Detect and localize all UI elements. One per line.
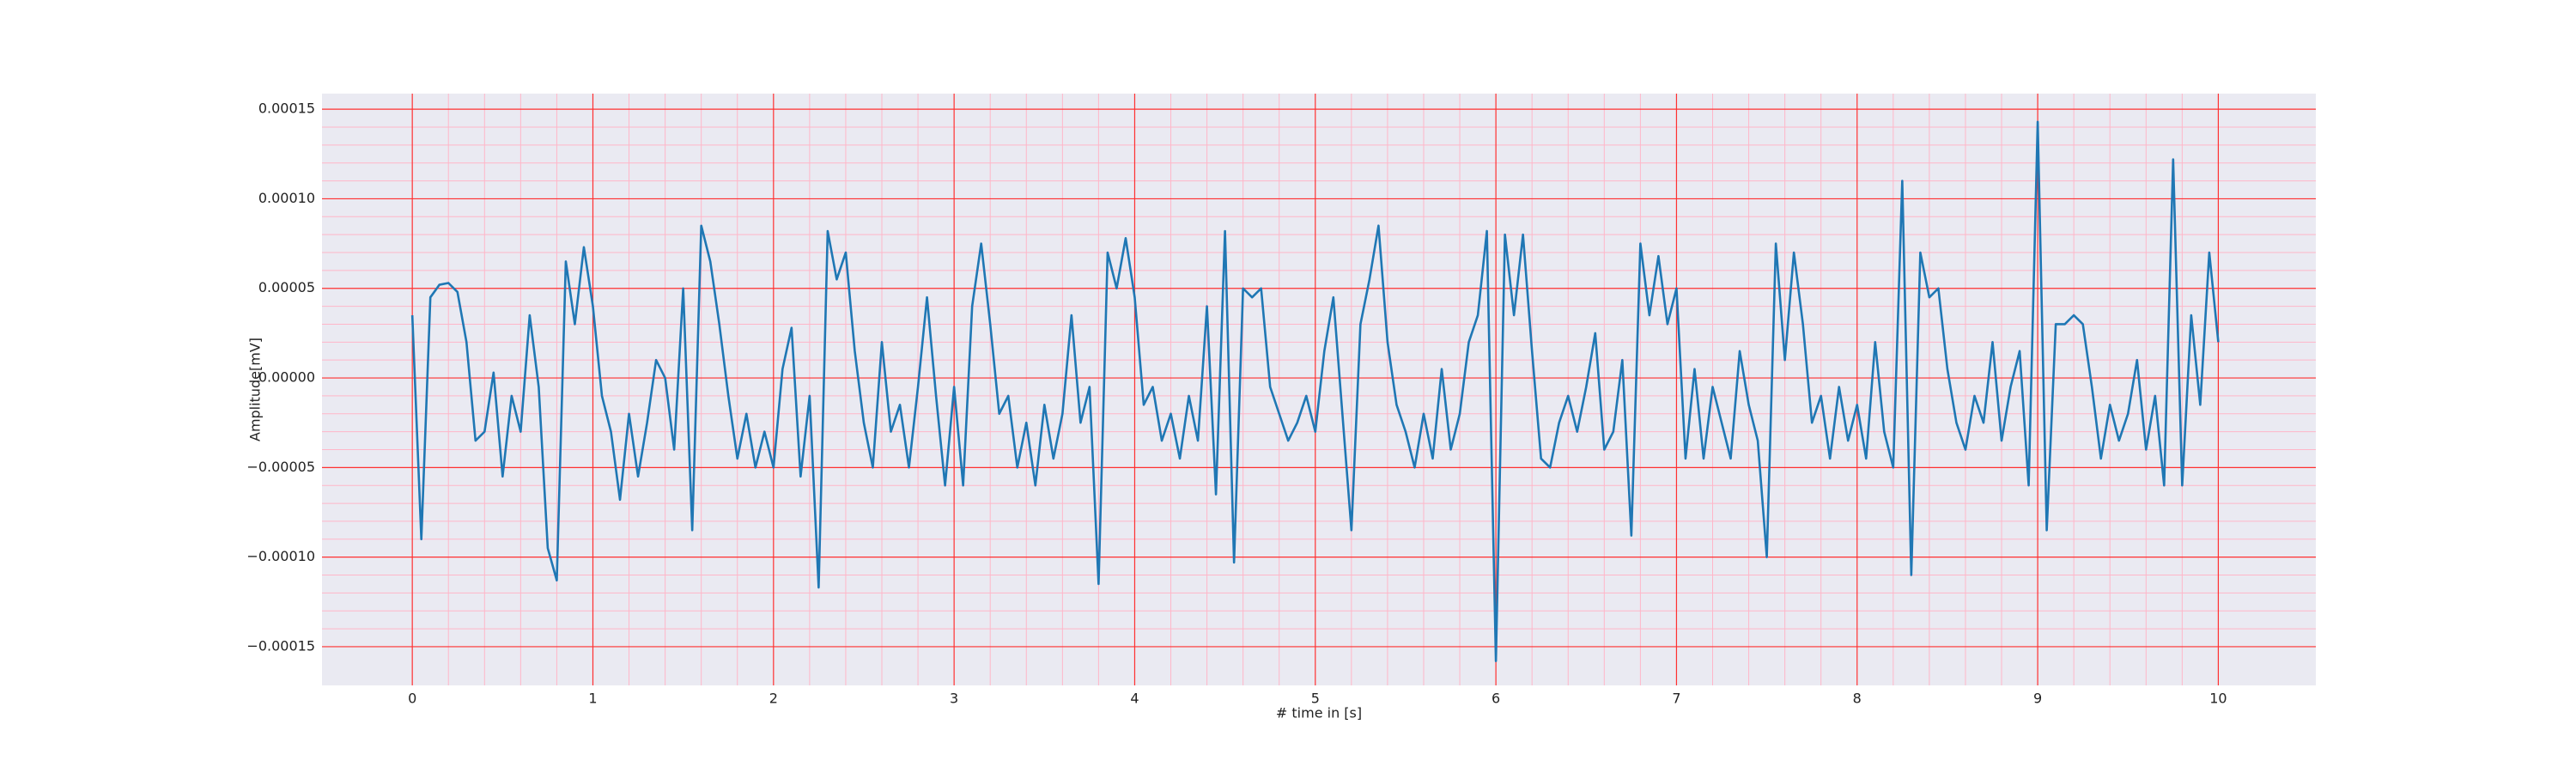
grid: [322, 94, 2316, 685]
y-tick-label: 0.00010: [258, 190, 315, 206]
y-tick-label: −0.00015: [246, 637, 315, 654]
y-tick-label: 0.00000: [258, 369, 315, 386]
line: [410, 120, 2220, 662]
x-tick-label: 10: [2209, 691, 2227, 707]
x-tick-label: 5: [1311, 691, 1320, 707]
x-tick-label: 2: [769, 691, 778, 707]
y-tick-label: 0.00015: [258, 100, 315, 117]
x-tick-label: 0: [408, 691, 416, 707]
y-tick-label: −0.00005: [246, 459, 315, 475]
series: [410, 120, 2220, 662]
x-axis-label: # time in [s]: [1276, 705, 1362, 721]
x-tick-label: 7: [1672, 691, 1680, 707]
x-tick-label: 3: [950, 691, 958, 707]
x-tick-label: 9: [2033, 691, 2042, 707]
x-tick-label: 6: [1492, 691, 1500, 707]
x-tick-label: 8: [1853, 691, 1862, 707]
x-tick-label: 1: [588, 691, 597, 707]
y-tick-label: 0.00005: [258, 279, 315, 295]
y-tick-label: −0.00010: [246, 548, 315, 564]
tick-labels: 0 1 2 3 4 5 6 7 8 9 10 −0.00015 −0.00010 −0.00005 0.00…: [246, 100, 2227, 707]
y-axis-label: Amplitude[mV]: [247, 338, 264, 441]
x-tick-label: 4: [1130, 691, 1139, 707]
